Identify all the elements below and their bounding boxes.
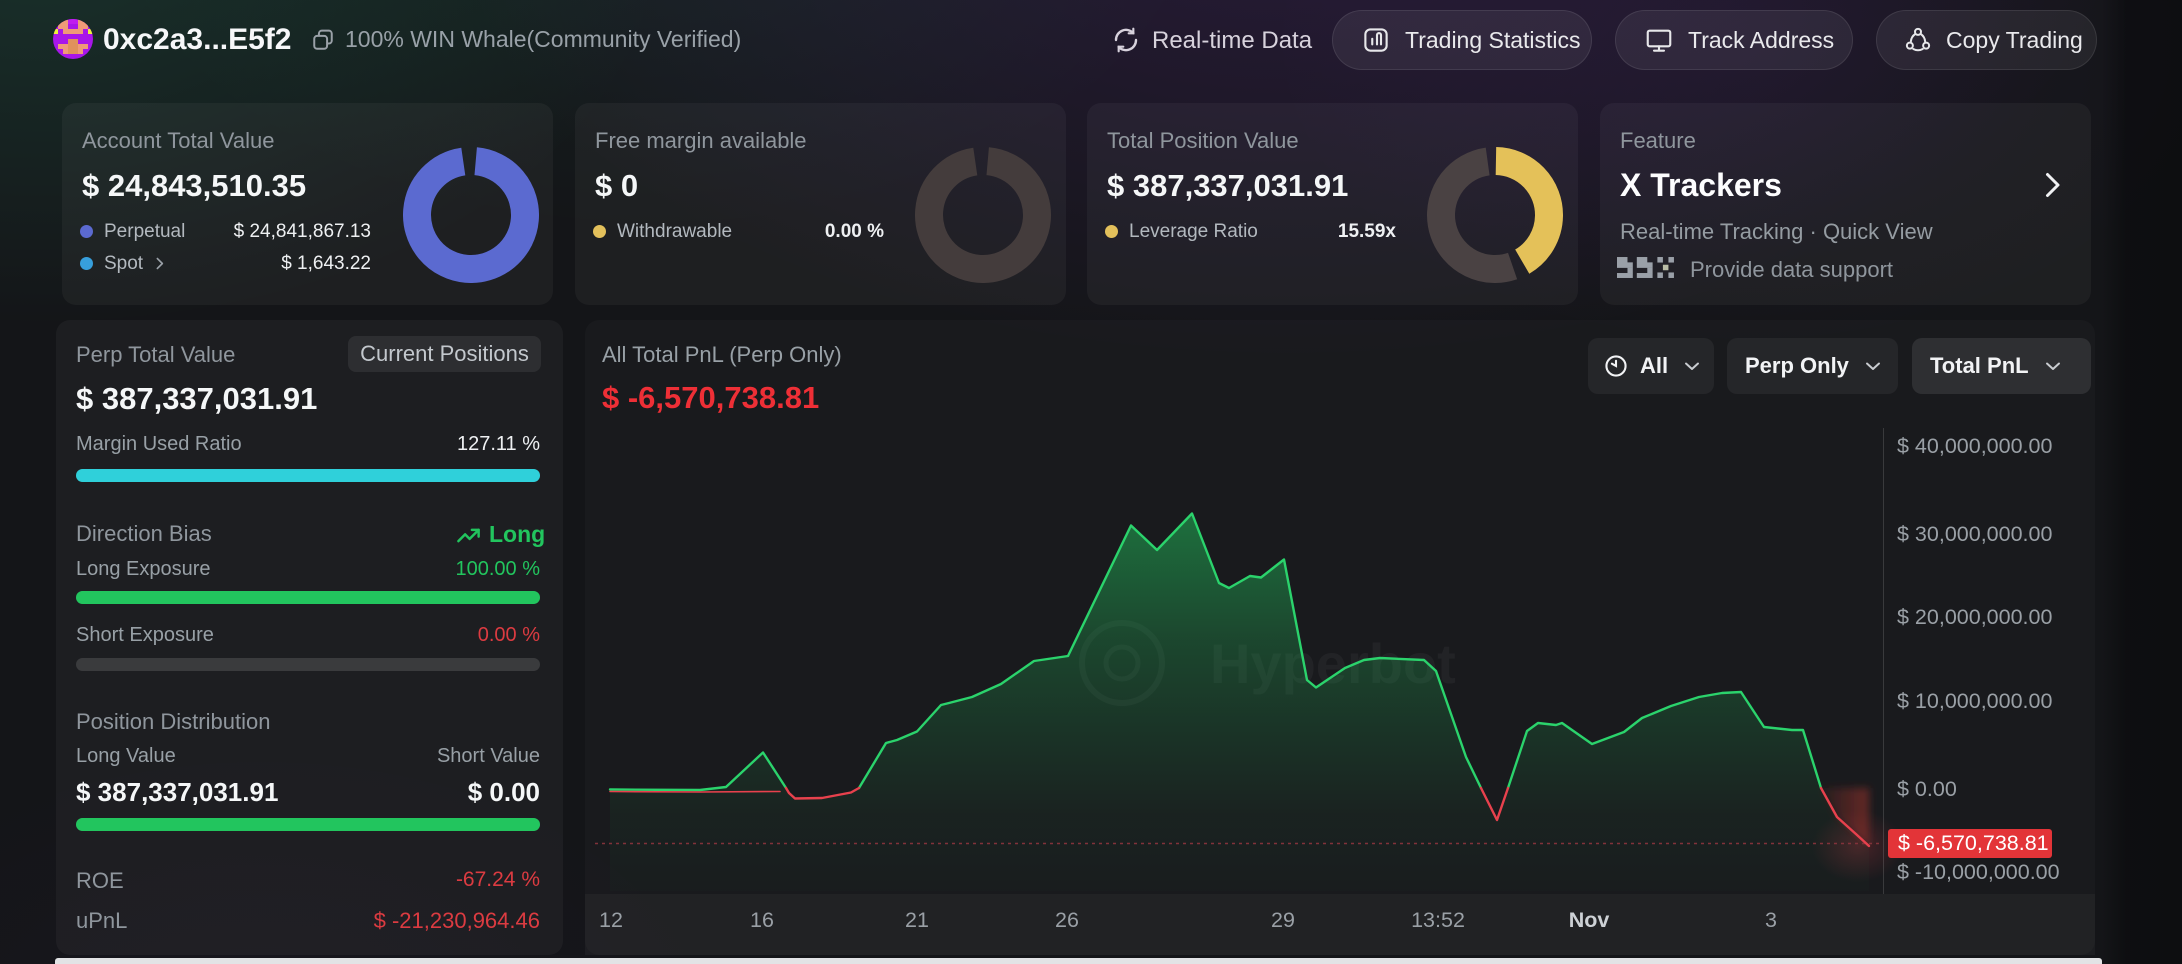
svg-text:12: 12 <box>599 908 623 932</box>
svg-text:26: 26 <box>1055 908 1079 932</box>
svg-text:$ -10,000,000.00: $ -10,000,000.00 <box>1897 860 2060 884</box>
svg-text:3: 3 <box>1765 908 1777 932</box>
svg-text:16: 16 <box>750 908 774 932</box>
svg-text:$ 40,000,000.00: $ 40,000,000.00 <box>1897 434 2052 458</box>
svg-text:13:52: 13:52 <box>1411 908 1465 932</box>
svg-text:$ 20,000,000.00: $ 20,000,000.00 <box>1897 605 2052 629</box>
svg-text:$ -6,570,738.81: $ -6,570,738.81 <box>1898 831 2049 855</box>
svg-text:$ 0.00: $ 0.00 <box>1897 777 1957 801</box>
svg-text:29: 29 <box>1271 908 1295 932</box>
svg-text:$ 10,000,000.00: $ 10,000,000.00 <box>1897 689 2052 713</box>
svg-text:Nov: Nov <box>1569 908 1610 932</box>
svg-text:21: 21 <box>905 908 929 932</box>
svg-text:$ 30,000,000.00: $ 30,000,000.00 <box>1897 522 2052 546</box>
